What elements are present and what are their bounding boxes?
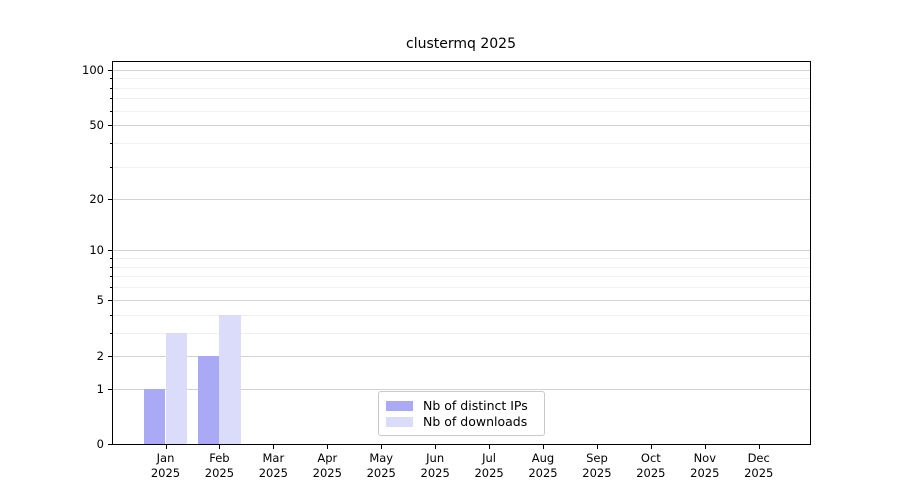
x-tick-label: Feb 2025	[204, 451, 235, 480]
x-tick-label: Oct 2025	[636, 451, 666, 480]
y-tick-label: 20	[89, 192, 104, 206]
x-tick-label: Nov 2025	[690, 451, 720, 480]
gridline-minor	[113, 276, 811, 278]
x-tick-label: Dec 2025	[744, 451, 774, 480]
gridline-major	[113, 389, 811, 391]
y-minor-tick	[110, 287, 112, 289]
x-tick	[435, 445, 437, 449]
gridline-minor	[113, 257, 811, 259]
legend-label-distinct-ips: Nb of distinct IPs	[423, 398, 528, 413]
gridline-minor	[113, 332, 811, 334]
y-tick-label: 100	[82, 63, 104, 77]
x-tick	[273, 445, 275, 449]
bar-distinct-ips	[143, 389, 166, 444]
x-tick	[165, 445, 167, 449]
y-minor-tick	[110, 266, 112, 268]
x-tick-label: Mar 2025	[258, 451, 288, 480]
gridline-major	[113, 125, 811, 126]
legend-swatch-distinct-ips	[386, 400, 413, 411]
y-tick-label: 1	[96, 382, 104, 397]
gridline-minor	[113, 98, 811, 100]
x-tick	[543, 445, 544, 449]
gridline-major	[113, 199, 811, 200]
y-minor-tick	[110, 87, 112, 89]
y-tick	[108, 300, 112, 301]
chart-title: clustermq 2025	[406, 36, 516, 52]
y-minor-tick	[110, 257, 112, 259]
x-tick-label: May 2025	[366, 451, 396, 480]
x-tick-label: Sep 2025	[582, 451, 612, 480]
y-tick-label: 50	[89, 118, 104, 132]
y-tick	[108, 389, 112, 391]
x-tick	[327, 445, 329, 449]
x-tick	[219, 445, 221, 449]
y-minor-tick	[110, 166, 112, 168]
y-tick-label: 10	[89, 243, 104, 257]
x-tick-label: Jun 2025	[420, 451, 450, 480]
y-minor-tick	[110, 276, 112, 278]
y-minor-tick	[110, 110, 112, 112]
y-tick	[108, 199, 112, 200]
y-minor-tick	[110, 314, 112, 316]
bar-distinct-ips	[197, 356, 220, 444]
bar-downloads	[165, 332, 188, 444]
y-tick	[108, 250, 112, 251]
x-tick	[704, 445, 706, 449]
y-tick	[108, 356, 112, 357]
y-tick-label: 5	[96, 293, 104, 307]
y-tick	[108, 444, 112, 445]
x-tick	[381, 445, 383, 449]
x-tick-label: Aug 2025	[528, 451, 558, 480]
x-tick-label: Apr 2025	[312, 451, 342, 480]
y-minor-tick	[110, 78, 112, 80]
legend-swatch-downloads	[386, 416, 413, 427]
x-tick	[489, 445, 491, 449]
legend-label-downloads: Nb of downloads	[423, 414, 528, 429]
y-tick	[108, 125, 112, 126]
x-tick	[758, 445, 760, 449]
gridline-minor	[113, 314, 811, 316]
gridline-minor	[113, 87, 811, 89]
y-tick	[108, 70, 112, 71]
y-minor-tick	[110, 143, 112, 145]
gridline-major	[113, 70, 811, 71]
y-minor-tick	[110, 98, 112, 100]
y-tick-label: 0	[96, 437, 104, 451]
legend-entry-distinct-ips: Nb of distinct IPs	[386, 398, 536, 413]
gridline-minor	[113, 266, 811, 268]
x-tick-label: Jan 2025	[150, 451, 181, 480]
gridline-major	[113, 300, 811, 301]
legend-entry-downloads: Nb of downloads	[386, 414, 536, 429]
gridline-major	[113, 356, 811, 357]
gridline-minor	[113, 166, 811, 168]
gridline-major	[113, 250, 811, 251]
y-minor-tick	[110, 332, 112, 334]
gridline-minor	[113, 143, 811, 145]
x-tick-label: Jul 2025	[474, 451, 504, 480]
legend: Nb of distinct IPs Nb of downloads	[378, 391, 545, 436]
gridline-minor	[113, 78, 811, 80]
x-tick	[650, 445, 652, 449]
y-tick-label: 2	[96, 349, 104, 363]
gridline-minor	[113, 287, 811, 289]
bar-downloads	[219, 314, 242, 444]
gridline-minor	[113, 110, 811, 112]
x-tick	[596, 445, 598, 449]
